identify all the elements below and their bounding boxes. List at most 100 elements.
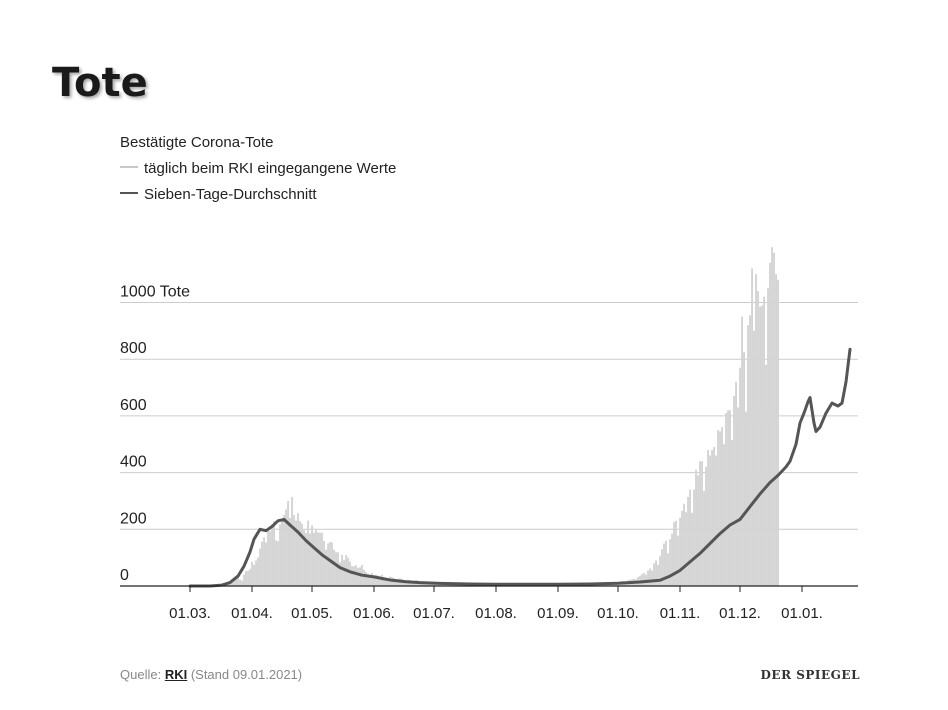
daily-bar bbox=[773, 252, 775, 586]
x-tick-label: 01.08. bbox=[475, 605, 517, 622]
daily-bar bbox=[331, 542, 333, 586]
daily-bar bbox=[743, 352, 745, 586]
daily-bar bbox=[337, 552, 339, 586]
x-tick-label: 01.11. bbox=[660, 605, 701, 622]
daily-bar bbox=[241, 580, 243, 586]
daily-bar bbox=[703, 491, 705, 586]
daily-bar bbox=[745, 411, 747, 586]
daily-bar bbox=[317, 532, 319, 586]
daily-bar bbox=[747, 325, 749, 586]
daily-bar bbox=[667, 553, 669, 586]
source-link[interactable]: RKI bbox=[164, 667, 188, 682]
daily-bar bbox=[365, 571, 367, 586]
y-tick-label: 1000 Tote bbox=[120, 284, 190, 301]
daily-bar bbox=[285, 509, 287, 586]
y-tick-label: 400 bbox=[120, 454, 147, 471]
daily-bar bbox=[661, 549, 663, 586]
daily-bar bbox=[717, 430, 719, 586]
x-tick-label: 01.04. bbox=[231, 605, 273, 622]
daily-bar bbox=[243, 574, 245, 586]
daily-bar bbox=[769, 262, 771, 586]
daily-bar bbox=[683, 503, 685, 586]
daily-bar bbox=[753, 330, 755, 586]
daily-bar bbox=[681, 510, 683, 586]
daily-bar bbox=[649, 568, 651, 586]
legend-daily: täglich beim RKI eingegangene Werte bbox=[120, 160, 396, 177]
slide-title: Tote bbox=[52, 60, 148, 106]
daily-bar bbox=[657, 564, 659, 586]
daily-bar bbox=[325, 549, 327, 586]
daily-bar bbox=[675, 520, 677, 586]
daily-bar bbox=[251, 561, 253, 586]
daily-bar bbox=[727, 410, 729, 586]
x-tick-label: 01.05. bbox=[291, 605, 333, 622]
daily-bar bbox=[303, 530, 305, 586]
daily-bar bbox=[265, 542, 267, 586]
daily-bar bbox=[673, 522, 675, 586]
daily-bar bbox=[715, 455, 717, 586]
daily-bar bbox=[385, 577, 387, 586]
daily-bar bbox=[319, 532, 321, 586]
daily-bar bbox=[739, 367, 741, 586]
x-tick-label: 01.10. bbox=[597, 605, 639, 622]
daily-bar bbox=[283, 514, 285, 586]
daily-bar bbox=[277, 541, 279, 586]
x-tick-label: 01.01. bbox=[781, 605, 823, 622]
daily-bar bbox=[353, 566, 355, 586]
daily-bar bbox=[327, 543, 329, 586]
daily-bar bbox=[707, 449, 709, 586]
daily-bar bbox=[663, 543, 665, 586]
daily-bar bbox=[647, 570, 649, 586]
daily-bar bbox=[357, 567, 359, 586]
daily-bar bbox=[323, 540, 325, 586]
daily-bar bbox=[239, 579, 241, 586]
daily-bar bbox=[721, 427, 723, 586]
daily-bar bbox=[685, 512, 687, 586]
daily-bar bbox=[373, 575, 375, 586]
x-tick-label: 01.09. bbox=[537, 605, 579, 622]
daily-bar bbox=[329, 542, 331, 586]
y-tick-label: 800 bbox=[120, 340, 147, 357]
daily-bar bbox=[387, 578, 389, 586]
daily-bar bbox=[257, 557, 259, 586]
daily-bar bbox=[699, 461, 701, 586]
daily-bar bbox=[719, 431, 721, 586]
daily-bar bbox=[383, 576, 385, 586]
daily-bar bbox=[275, 540, 277, 586]
daily-bar bbox=[655, 560, 657, 586]
legend-daily-label: täglich beim RKI eingegangene Werte bbox=[144, 160, 397, 177]
daily-bar bbox=[755, 274, 757, 586]
daily-bar bbox=[741, 316, 743, 586]
daily-bar bbox=[395, 578, 397, 586]
daily-bar bbox=[767, 288, 769, 586]
daily-bar bbox=[733, 396, 735, 586]
daily-bar bbox=[679, 517, 681, 586]
seven-day-average-line bbox=[188, 347, 852, 588]
daily-bar bbox=[333, 549, 335, 586]
daily-bar bbox=[309, 533, 311, 586]
daily-bar bbox=[693, 489, 695, 586]
daily-bar bbox=[281, 519, 283, 586]
x-tick-label: 01.03. bbox=[169, 605, 211, 622]
daily-bar bbox=[653, 563, 655, 586]
daily-bar bbox=[273, 521, 275, 586]
daily-bar bbox=[287, 500, 289, 586]
chart-title: Bestätigte Corona-Tote bbox=[120, 134, 274, 151]
daily-bar bbox=[761, 305, 763, 586]
daily-bar bbox=[659, 556, 661, 586]
daily-bar bbox=[271, 524, 273, 586]
daily-bar bbox=[697, 475, 699, 586]
daily-bar bbox=[299, 521, 301, 586]
daily-bar bbox=[651, 570, 653, 586]
daily-bar bbox=[315, 529, 317, 586]
daily-bar bbox=[375, 574, 377, 586]
daily-bar bbox=[351, 566, 353, 586]
daily-bar bbox=[291, 496, 293, 586]
daily-bar bbox=[267, 529, 269, 586]
daily-bar bbox=[677, 535, 679, 586]
legend-average-label: Sieben-Tage-Durchschnitt bbox=[144, 186, 317, 203]
daily-bar bbox=[305, 532, 307, 586]
daily-bar bbox=[263, 537, 265, 586]
